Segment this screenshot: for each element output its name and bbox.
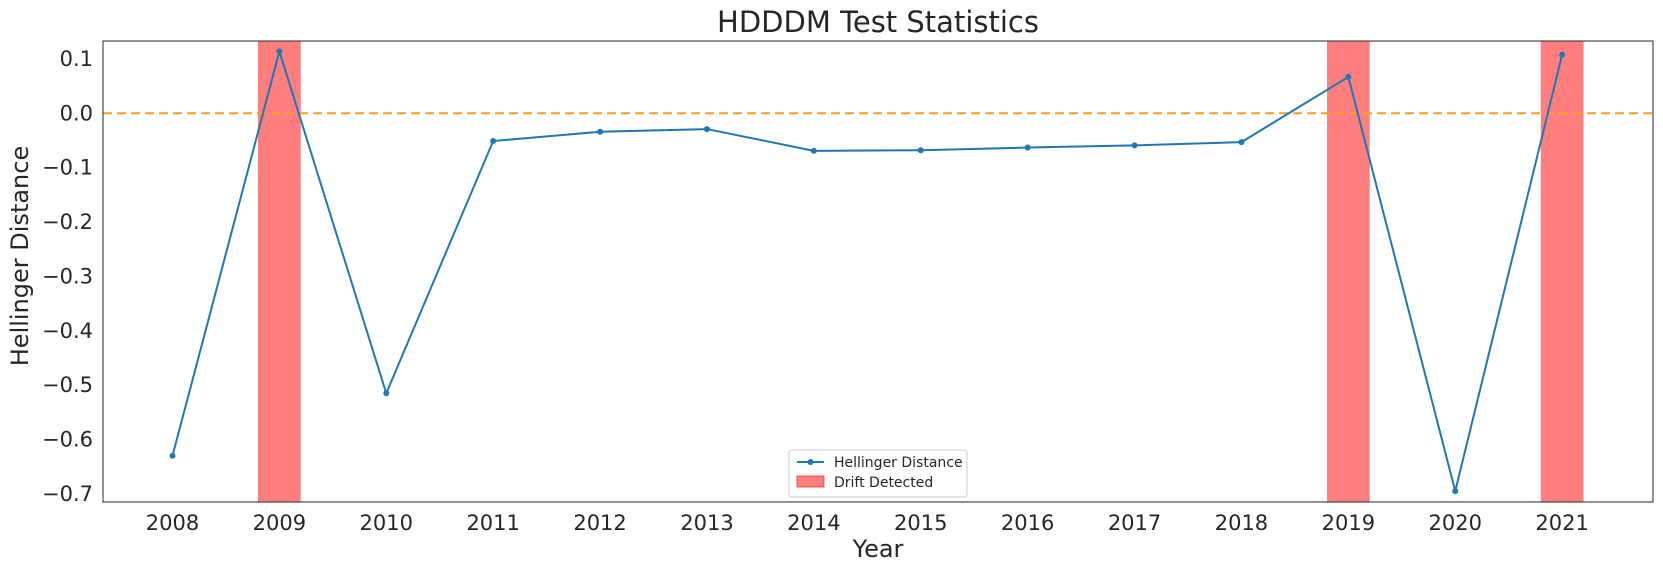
x-tick-label-2012: 2012 [573,511,626,535]
data-point-2015 [917,147,924,154]
x-tick-label-2015: 2015 [894,511,947,535]
y-axis-ticks: 0.1 0.0 −0.1 −0.2 −0.3 −0.4 −0.5 −0.6 −0.7 [42,47,93,506]
legend-box [788,449,968,498]
y-tick-label-3: −0.2 [42,210,93,234]
y-tick-label-4: −0.3 [42,264,93,288]
data-point-2019 [1345,73,1352,80]
x-tick-label-2010: 2010 [360,511,413,535]
x-tick-label-2019: 2019 [1322,511,1375,535]
y-tick-label-1: 0.0 [60,101,93,125]
x-tick-label-2016: 2016 [1001,511,1054,535]
y-tick-label-5: −0.4 [42,319,93,343]
data-point-2011 [490,138,497,145]
y-tick-label-7: −0.6 [42,427,93,451]
x-tick-label-2008: 2008 [146,511,199,535]
legend-label-drift: Drift Detected [834,475,933,491]
x-axis-title: Year [852,535,904,563]
legend-region-swatch [796,475,825,488]
plot-frame [102,40,1654,503]
data-point-2016 [1024,144,1031,151]
y-axis-title: Hellinger Distance [6,146,34,366]
x-tick-label-2011: 2011 [466,511,519,535]
drift-region-2 [1540,41,1584,502]
data-point-2013 [703,126,710,133]
y-tick-label-8: −0.7 [42,482,93,506]
x-tick-label-2021: 2021 [1535,511,1588,535]
data-point-2021 [1559,51,1566,58]
legend: Hellinger Distance Drift Detected [788,449,968,498]
data-point-2012 [597,128,604,135]
y-tick-label-6: −0.5 [42,373,93,397]
drift-regions [258,41,1584,502]
drift-region-1 [1326,41,1370,502]
x-tick-label-2014: 2014 [787,511,840,535]
data-point-2018 [1238,139,1245,146]
data-point-2009 [276,48,283,55]
data-point-2020 [1452,488,1459,495]
x-tick-label-2020: 2020 [1429,511,1482,535]
series-layer [169,47,1566,495]
x-tick-label-2017: 2017 [1108,511,1161,535]
x-tick-label-2018: 2018 [1215,511,1268,535]
y-tick-label-2: −0.1 [42,156,93,180]
y-tick-label-0: 0.1 [60,47,93,71]
x-tick-label-2013: 2013 [680,511,733,535]
legend-marker-swatch [807,459,814,465]
data-point-2010 [383,390,390,397]
data-point-2017 [1131,142,1138,149]
x-tick-label-2009: 2009 [253,511,306,535]
drift-region-0 [258,41,301,502]
series-line-0 [171,47,1564,492]
data-point-2014 [810,147,817,154]
legend-label-hellinger: Hellinger Distance [834,455,963,471]
chart-title: HDDDM Test Statistics [717,5,1039,39]
x-axis-ticks: 2008 2009 2010 2011 2012 2013 2014 2015 2016 2017… [146,511,1589,535]
data-point-2008 [169,452,176,459]
